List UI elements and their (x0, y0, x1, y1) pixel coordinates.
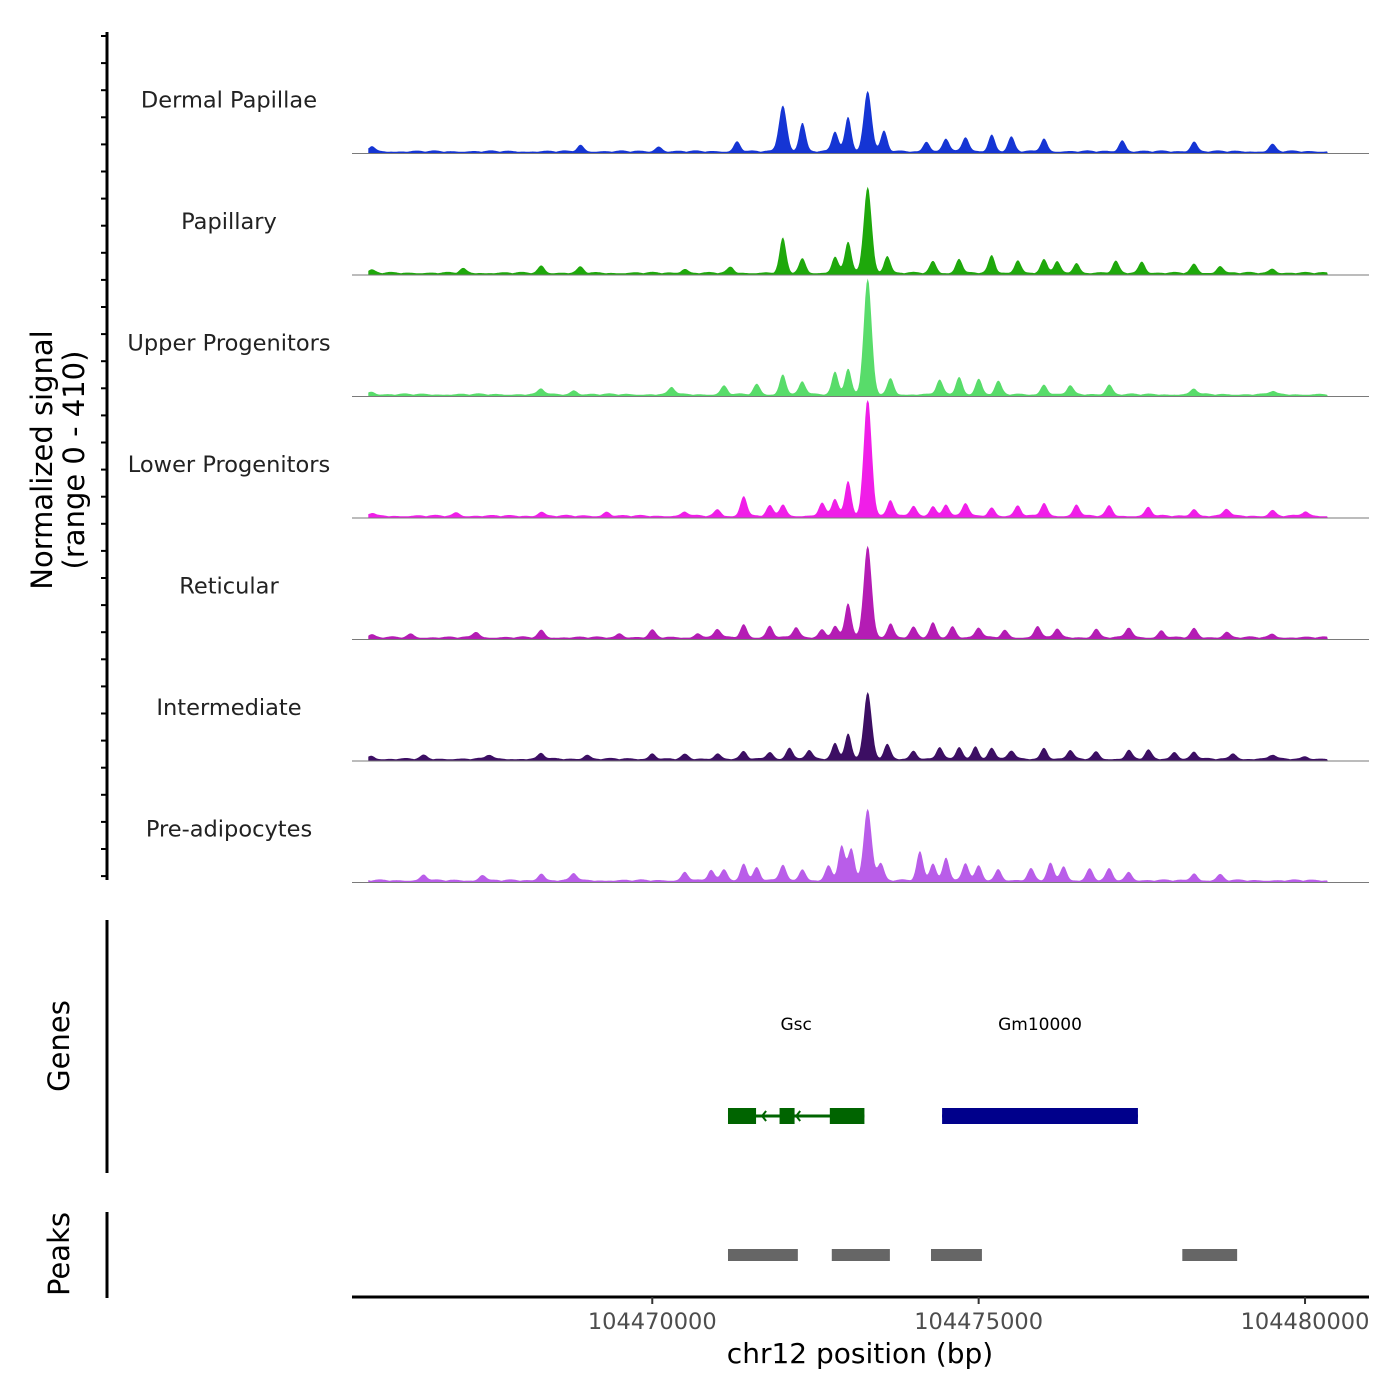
track-signal-area (368, 400, 1328, 518)
gene-strand-arrow (1100, 1110, 1107, 1122)
track-label: Intermediate (156, 695, 301, 721)
y-axis-title-line1: Normalized signal (25, 330, 59, 589)
track-label: Lower Progenitors (128, 452, 330, 478)
x-axis-tick-label: 104470000 (588, 1309, 717, 1335)
gene-label: Gm10000 (998, 1015, 1082, 1035)
peak-region (930, 1249, 982, 1261)
track-papillary: Papillary (181, 186, 1369, 276)
peaks-panel-label: Peaks (42, 1212, 76, 1296)
peaks-panel (105, 1212, 1238, 1298)
gene-exon (829, 1108, 865, 1124)
gene-strand-arrow (1067, 1110, 1074, 1122)
signal-y-axis (101, 32, 109, 880)
peak-region (727, 1249, 798, 1261)
gene-strand-arrow (760, 1110, 767, 1122)
track-label: Dermal Papillae (141, 88, 317, 114)
track-label: Upper Progenitors (127, 331, 330, 357)
track-signal-area (368, 90, 1328, 154)
gene-label: Gsc (781, 1015, 812, 1035)
x-axis-tick-label: 104475000 (914, 1309, 1043, 1335)
track-signal-area (368, 545, 1328, 640)
track-intermediate: Intermediate (156, 692, 1369, 762)
peak-region (1182, 1249, 1238, 1261)
track-reticular: Reticular (179, 545, 1369, 640)
track-signal-area (368, 692, 1328, 761)
track-label: Papillary (181, 209, 277, 235)
track-signal-area (368, 278, 1328, 397)
coverage-tracks: Dermal Papillae Papillary Upper Progenitor… (127, 88, 1369, 883)
x-axis: 104470000 104475000 104480000 (352, 1295, 1370, 1335)
gene-exon (779, 1108, 795, 1124)
gene-exon (727, 1108, 757, 1124)
gene-strand-arrow (969, 1110, 977, 1122)
track-pre-adipocytes: Pre-adipocytes (146, 808, 1369, 883)
gene-gm10000: Gm10000 (942, 1015, 1138, 1124)
track-label: Reticular (179, 574, 279, 600)
gene-strand-arrow (829, 1110, 836, 1122)
track-signal-area (368, 808, 1328, 883)
track-lower-progenitors: Lower Progenitors (128, 400, 1369, 519)
genes-panel-label: Genes (42, 1000, 76, 1092)
gene-strand-arrow (1035, 1110, 1042, 1122)
x-axis-tick-label: 104480000 (1241, 1309, 1370, 1335)
track-upper-progenitors: Upper Progenitors (127, 278, 1369, 397)
track-signal-area (368, 186, 1328, 275)
track-label: Pre-adipocytes (146, 817, 312, 843)
y-axis-title-line2: (range 0 - 410) (57, 351, 91, 570)
gene-strand-arrow (794, 1110, 801, 1122)
gene-gsc: Gsc (727, 1015, 865, 1124)
gene-strand-arrow (1002, 1110, 1009, 1122)
genes-panel: Gsc Gm10000 (105, 920, 1138, 1173)
peak-region (831, 1249, 890, 1261)
track-dermal-papillae: Dermal Papillae (141, 88, 1369, 154)
x-axis-title: chr12 position (bp) (727, 1337, 993, 1370)
